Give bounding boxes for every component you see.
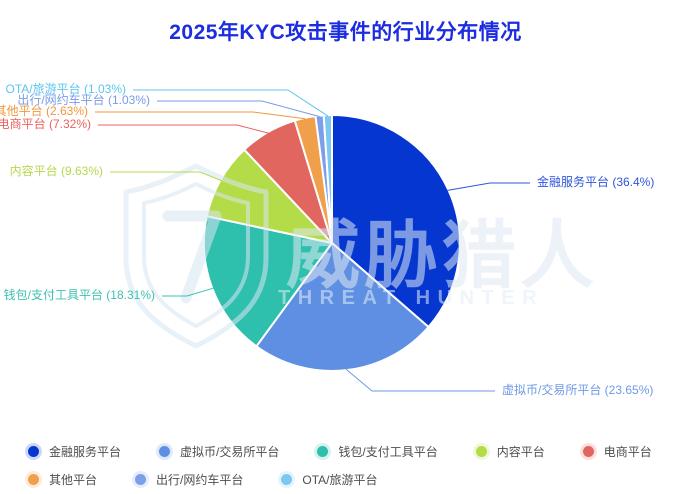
legend-row-2: 其他平台 出行/网约车平台 OTA/旅游平台 xyxy=(28,471,688,488)
legend-marker-other xyxy=(28,474,39,485)
legend-label-ride-hailing: 出行/网约车平台 xyxy=(156,473,244,487)
legend-item-other[interactable]: 其他平台 xyxy=(28,471,97,488)
legend-marker-financial-services xyxy=(28,446,39,457)
legend-marker-ecommerce xyxy=(582,446,594,457)
legend-label-ota-travel: OTA/旅游平台 xyxy=(302,473,378,487)
leader-line-wallet-payment xyxy=(162,287,214,297)
legend-item-ota-travel[interactable]: OTA/旅游平台 xyxy=(281,471,377,488)
leader-lines xyxy=(95,89,530,392)
slice-label-content: 内容平台 (9.63%) xyxy=(9,164,103,178)
pie-slices xyxy=(202,114,461,372)
slice-label-other: 其他平台 (2.63%) xyxy=(0,104,88,118)
legend-item-wallet-payment[interactable]: 钱包/支付工具平台 xyxy=(317,443,438,460)
leader-line-other xyxy=(95,111,306,120)
leader-line-crypto-exchange xyxy=(345,368,495,392)
legend-item-financial-services[interactable]: 金融服务平台 xyxy=(28,443,121,460)
legend-label-wallet-payment: 钱包/支付工具平台 xyxy=(338,445,438,459)
legend-label-ecommerce: 电商平台 xyxy=(603,445,652,459)
chart-title: 2025年KYC攻击事件的行业分布情况 xyxy=(169,21,522,44)
slice-label-wallet-payment: 钱包/支付工具平台 (18.31%) xyxy=(3,288,155,302)
legend-item-ecommerce[interactable]: 电商平台 xyxy=(582,443,652,460)
legend-item-content[interactable]: 内容平台 xyxy=(475,443,545,460)
legend-label-financial-services: 金融服务平台 xyxy=(49,445,122,459)
leader-line-ride-hailing xyxy=(157,100,320,118)
legend-marker-crypto-exchange xyxy=(159,446,171,457)
slice-label-financial-services: 金融服务平台 (36.4%) xyxy=(537,175,655,189)
legend-label-content: 内容平台 xyxy=(496,445,545,459)
slice-label-ecommerce: 电商平台 (7.32%) xyxy=(0,117,91,131)
legend-marker-ota-travel xyxy=(281,474,293,485)
pie-slice-ota-travel[interactable] xyxy=(322,114,333,244)
legend-marker-content xyxy=(475,446,487,457)
leader-line-ecommerce xyxy=(98,124,269,134)
leader-line-financial-services xyxy=(447,182,530,191)
slice-label-crypto-exchange: 虚拟币/交易所平台 (23.65%) xyxy=(502,383,654,397)
legend-marker-ride-hailing xyxy=(135,474,147,485)
legend-row-1: 金融服务平台 虚拟币/交易所平台 钱包/支付工具平台 内容平台 电商平台 xyxy=(28,443,688,460)
legend-item-ride-hailing[interactable]: 出行/网约车平台 xyxy=(135,471,243,488)
legend-label-other: 其他平台 xyxy=(49,473,98,487)
slice-label-ride-hailing: 出行/网约车平台 (1.03%) xyxy=(17,93,150,107)
leader-line-content xyxy=(110,171,222,182)
legend-label-crypto-exchange: 虚拟币/交易所平台 xyxy=(180,445,280,459)
pie-slice-crypto-exchange[interactable] xyxy=(255,242,430,372)
legend: 金融服务平台 虚拟币/交易所平台 钱包/支付工具平台 内容平台 电商平台 其他平台 出行/… xyxy=(28,443,688,494)
legend-item-crypto-exchange[interactable]: 虚拟币/交易所平台 xyxy=(159,443,279,460)
legend-marker-wallet-payment xyxy=(317,446,329,457)
leader-line-ota-travel xyxy=(133,89,329,117)
slice-label-ota-travel: OTA/旅游平台 (1.03%) xyxy=(5,82,126,96)
